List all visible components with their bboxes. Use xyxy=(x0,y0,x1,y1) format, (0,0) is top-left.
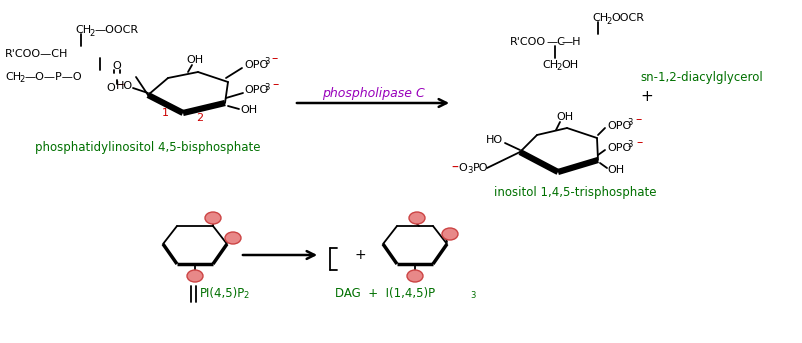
Text: 3: 3 xyxy=(264,83,269,92)
Text: OH: OH xyxy=(186,55,204,65)
Ellipse shape xyxy=(407,270,423,282)
Text: PO: PO xyxy=(472,163,488,173)
Text: —OOCR: —OOCR xyxy=(94,25,138,35)
Text: phosphatidylinositol 4,5-bisphosphate: phosphatidylinositol 4,5-bisphosphate xyxy=(35,142,261,154)
Text: 1: 1 xyxy=(161,108,168,118)
Ellipse shape xyxy=(187,270,203,282)
Text: OOCR: OOCR xyxy=(610,13,643,23)
Text: 2: 2 xyxy=(243,292,248,300)
Ellipse shape xyxy=(205,212,221,224)
Text: CH: CH xyxy=(5,72,21,82)
Text: inositol 1,4,5-trisphosphate: inositol 1,4,5-trisphosphate xyxy=(493,187,655,200)
Text: sn-1,2-diacylglycerol: sn-1,2-diacylglycerol xyxy=(639,71,762,84)
Text: R'COO: R'COO xyxy=(509,37,545,47)
Text: OPO: OPO xyxy=(606,143,630,153)
Text: PI(4,5)P: PI(4,5)P xyxy=(200,286,245,299)
Text: +: + xyxy=(354,248,366,262)
Text: 3: 3 xyxy=(264,58,269,67)
Text: HO: HO xyxy=(115,81,133,91)
Text: O: O xyxy=(457,163,466,173)
Text: OPO: OPO xyxy=(244,60,268,70)
Text: HO: HO xyxy=(485,135,502,145)
Text: –: – xyxy=(118,79,124,92)
Text: O: O xyxy=(112,61,121,71)
Text: 3: 3 xyxy=(626,141,632,150)
Text: OPO: OPO xyxy=(244,85,268,95)
Text: OH: OH xyxy=(561,60,577,70)
Ellipse shape xyxy=(408,212,424,224)
Text: O: O xyxy=(107,83,115,93)
Text: CH: CH xyxy=(75,25,91,35)
Text: 2: 2 xyxy=(19,75,24,84)
Text: OH: OH xyxy=(606,165,623,175)
Text: –: – xyxy=(451,161,457,175)
Text: —H: —H xyxy=(561,37,580,47)
Text: OH: OH xyxy=(556,112,573,122)
Text: —C: —C xyxy=(545,37,564,47)
Text: –: – xyxy=(635,137,642,150)
Ellipse shape xyxy=(225,232,241,244)
Text: 2: 2 xyxy=(555,63,561,72)
Text: —O—P—O: —O—P—O xyxy=(24,72,82,82)
Text: 3: 3 xyxy=(467,166,472,176)
Text: OH: OH xyxy=(240,105,257,115)
Text: DAG  +  I(1,4,5)P: DAG + I(1,4,5)P xyxy=(334,286,435,299)
Text: phospholipase C: phospholipase C xyxy=(322,87,423,100)
Text: CH: CH xyxy=(541,60,557,70)
Text: R'COO—CH: R'COO—CH xyxy=(5,49,68,59)
Text: +: + xyxy=(639,90,652,105)
Text: 2: 2 xyxy=(196,113,204,123)
Text: OPO: OPO xyxy=(606,121,630,131)
Text: –: – xyxy=(270,52,277,66)
Ellipse shape xyxy=(441,228,457,240)
Text: –: – xyxy=(272,79,278,92)
Text: 3: 3 xyxy=(626,118,632,128)
Text: 2: 2 xyxy=(606,16,610,25)
Text: CH: CH xyxy=(591,13,607,23)
Text: –: – xyxy=(634,114,641,127)
Text: 3: 3 xyxy=(469,292,475,300)
Text: 2: 2 xyxy=(89,28,94,37)
